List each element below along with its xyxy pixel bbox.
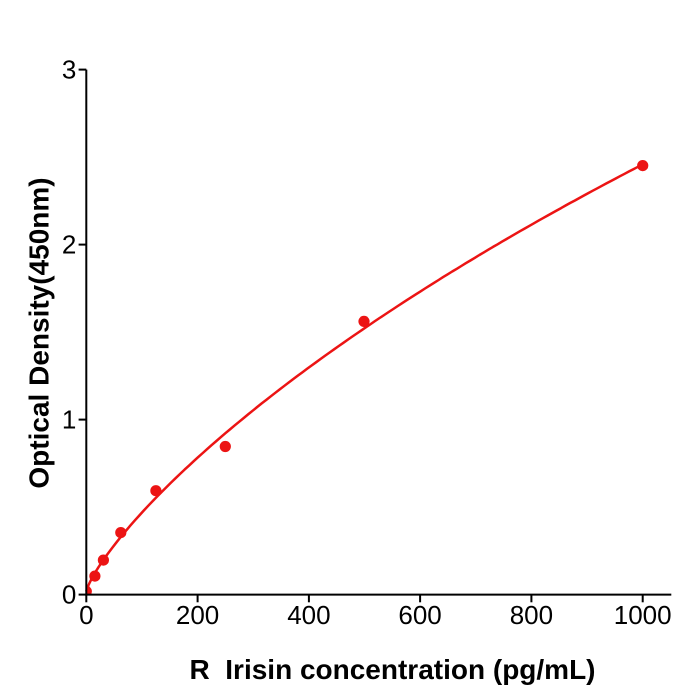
svg-text:R Irisin concentration (pg/mL: R Irisin concentration (pg/mL) [189, 654, 595, 685]
svg-text:600: 600 [398, 600, 441, 630]
svg-text:2: 2 [62, 230, 76, 260]
svg-text:0: 0 [62, 580, 76, 610]
svg-text:800: 800 [510, 600, 553, 630]
svg-text:Optical Density(450nm): Optical Density(450nm) [24, 177, 55, 488]
svg-text:400: 400 [287, 600, 330, 630]
svg-text:0: 0 [79, 600, 93, 630]
svg-text:1000: 1000 [614, 600, 672, 630]
svg-text:3: 3 [62, 55, 76, 85]
svg-text:1: 1 [62, 405, 76, 435]
svg-text:200: 200 [176, 600, 219, 630]
